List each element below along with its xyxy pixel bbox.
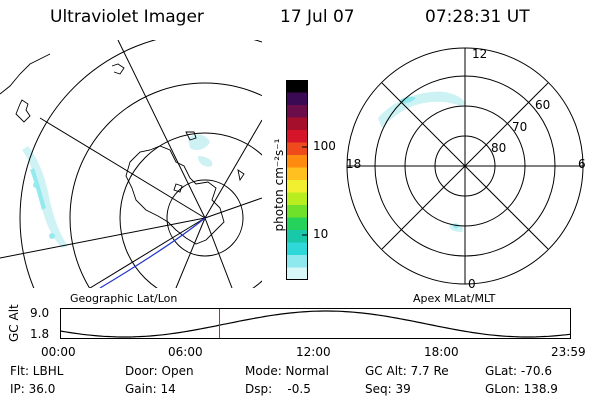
- colorbar-tick-label-10: 10: [313, 227, 329, 241]
- colorbar-band: [286, 242, 308, 256]
- colorbar-band: [286, 80, 308, 93]
- mlt-label-0: 0: [468, 277, 476, 291]
- geographic-map: [0, 40, 262, 288]
- status-glat: GLat: -70.6: [485, 364, 552, 378]
- altitude-ymax-label: 9.0: [30, 306, 50, 320]
- colorbar-band: [286, 255, 308, 268]
- header-date: 17 Jul 07: [280, 7, 355, 27]
- time-label-2359: 23:59: [551, 345, 586, 359]
- colorbar: [286, 80, 308, 280]
- altitude-axis-label: GC Alt: [7, 304, 21, 342]
- time-label-1800: 18:00: [424, 345, 459, 359]
- colorbar-band: [286, 92, 308, 106]
- status-filter: Flt: LBHL: [10, 364, 64, 378]
- mlt-label-12: 12: [472, 47, 488, 61]
- time-label-0000: 00:00: [41, 345, 76, 359]
- time-label-0600: 06:00: [168, 345, 203, 359]
- colorbar-unit-label: photon cm⁻²s⁻¹: [272, 138, 286, 232]
- altitude-curve: [60, 310, 571, 338]
- status-door: Door: Open: [125, 364, 194, 378]
- mlt-label-6: 6: [578, 157, 586, 171]
- status-gc-alt: GC Alt: 7.7 Re: [365, 364, 449, 378]
- colorbar-band: [286, 167, 308, 181]
- time-label-1200: 12:00: [296, 345, 331, 359]
- altitude-ymin-label: 1.8: [30, 327, 50, 341]
- altitude-plot: [60, 308, 571, 339]
- colorbar-band: [286, 192, 308, 206]
- right-map-caption: Apex MLat/MLT: [413, 292, 496, 305]
- colorbar-band: [286, 130, 308, 143]
- colorbar-tick-label-100: 100: [313, 139, 336, 153]
- colorbar-band: [286, 180, 308, 193]
- coastlines: [0, 53, 245, 245]
- magnetic-polar-plot: [346, 47, 584, 285]
- colorbar-band: [286, 117, 308, 131]
- app-title: Ultraviolet Imager: [50, 7, 204, 27]
- altitude-plot-frame: [60, 308, 571, 339]
- colorbar-band: [286, 105, 308, 118]
- mlat-label-70: 70: [512, 120, 528, 134]
- colorbar-band: [286, 155, 308, 168]
- left-map-caption: Geographic Lat/Lon: [70, 292, 178, 305]
- colorbar-band: [286, 142, 308, 156]
- aurora-emission-mag: [378, 91, 466, 232]
- colorbar-band: [286, 217, 308, 231]
- colorbar-band: [286, 267, 308, 280]
- header-time: 07:28:31 UT: [425, 7, 530, 27]
- status-ip: IP: 36.0: [10, 382, 56, 396]
- mlat-label-80: 80: [491, 141, 507, 155]
- status-gain: Gain: 14: [125, 382, 176, 396]
- colorbar-band: [286, 230, 308, 243]
- status-seq: Seq: 39: [365, 382, 411, 396]
- mlt-label-18: 18: [346, 157, 362, 171]
- status-glon: GLon: 138.9: [485, 382, 558, 396]
- mlat-label-60: 60: [535, 98, 551, 112]
- colorbar-band: [286, 205, 308, 218]
- status-dsp: Dsp: -0.5: [245, 382, 311, 396]
- status-mode: Mode: Normal: [245, 364, 329, 378]
- orbit-track: [99, 217, 206, 288]
